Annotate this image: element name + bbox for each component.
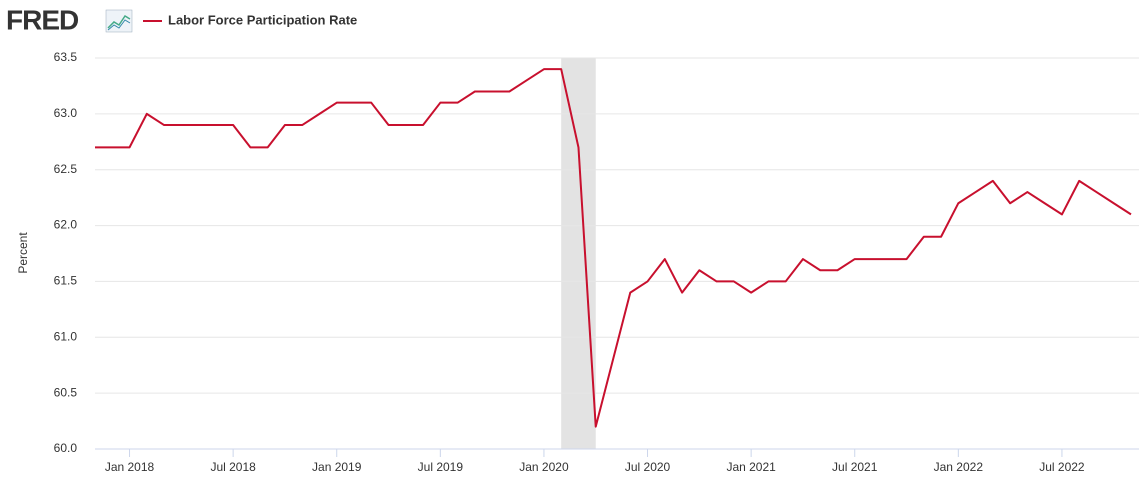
x-tick-label: Jul 2018 — [210, 460, 256, 474]
x-tick-label: Jul 2021 — [832, 460, 878, 474]
y-tick-label: 60.5 — [54, 385, 78, 399]
logo: FRED — [6, 4, 79, 35]
y-tick-label: 63.5 — [54, 50, 78, 64]
recession-shade — [561, 58, 596, 449]
series-line — [95, 68, 1132, 428]
y-tick-label: 62.0 — [54, 218, 78, 232]
y-tick-label: 60.0 — [54, 441, 78, 455]
x-tick-label: Jul 2022 — [1039, 460, 1085, 474]
x-tick-label: Jan 2022 — [934, 460, 984, 474]
x-tick-label: Jul 2020 — [625, 460, 671, 474]
x-tick-label: Jan 2021 — [726, 460, 776, 474]
logo-icon — [105, 9, 133, 33]
y-axis-label: Percent — [16, 232, 30, 274]
y-tick-label: 61.5 — [54, 274, 78, 288]
y-tick-label: 63.0 — [54, 106, 78, 120]
x-tick-label: Jan 2020 — [519, 460, 569, 474]
x-tick-label: Jan 2018 — [105, 460, 155, 474]
y-tick-label: 62.5 — [54, 162, 78, 176]
x-tick-label: Jan 2019 — [312, 460, 362, 474]
legend-label: Labor Force Participation Rate — [168, 12, 357, 27]
y-tick-label: 61.0 — [54, 329, 78, 343]
x-tick-label: Jul 2019 — [418, 460, 464, 474]
